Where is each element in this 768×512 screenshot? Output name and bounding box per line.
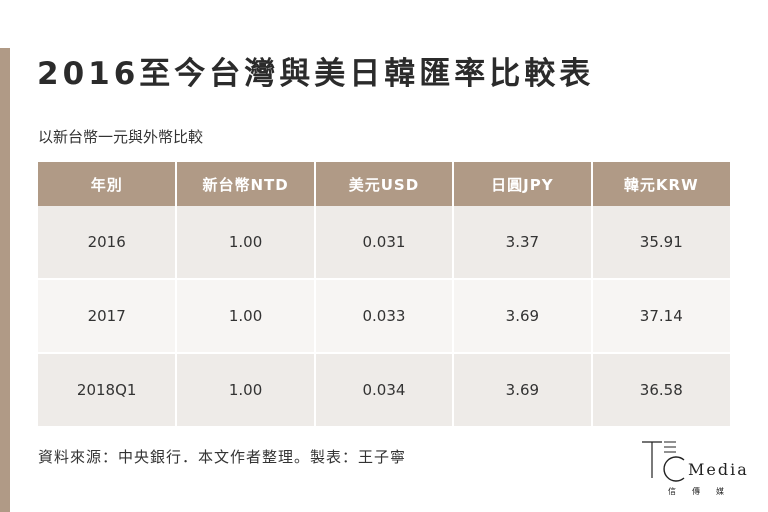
cell-krw: 35.91 [591,206,730,280]
logo-mark-icon [642,441,685,482]
cell-year: 2016 [38,206,178,280]
table-row: 2018Q1 1.00 0.034 3.69 36.58 [38,353,730,428]
table-row: 2017 1.00 0.033 3.69 37.14 [38,279,730,354]
table-header-row: 年別 新台幣NTD 美元USD 日圓JPY 韓元KRW [38,162,730,206]
cell-year: 2017 [38,279,178,354]
cell-year: 2018Q1 [38,353,178,428]
logo-subtitle: 信傳媒 [668,487,740,496]
exchange-rate-table: 年別 新台幣NTD 美元USD 日圓JPY 韓元KRW 2016 1.00 0.… [38,162,730,428]
logo-wordmark: Media [688,460,749,479]
cell-usd: 0.033 [314,279,455,354]
header-jpy: 日圓JPY [453,162,593,206]
cell-ntd: 1.00 [176,353,316,428]
cell-usd: 0.031 [314,206,455,280]
source-note: 資料來源：中央銀行．本文作者整理。製表：王子寧 [38,448,407,466]
cell-jpy: 3.69 [453,279,593,354]
header-krw: 韓元KRW [591,162,730,206]
cell-ntd: 1.00 [176,206,316,280]
cell-usd: 0.034 [314,353,455,428]
header-usd: 美元USD [314,162,455,206]
page-subtitle: 以新台幣一元與外幣比較 [38,128,204,146]
cell-krw: 36.58 [591,353,730,428]
cell-jpy: 3.37 [453,206,593,280]
accent-bar [0,48,10,512]
table-row: 2016 1.00 0.031 3.37 35.91 [38,206,730,280]
page-title: 2016至今台灣與美日韓匯率比較表 [37,56,595,92]
cell-ntd: 1.00 [176,279,316,354]
header-year: 年別 [38,162,178,206]
header-ntd: 新台幣NTD [176,162,316,206]
cmedia-logo: Media 信傳媒 [640,438,752,502]
cell-krw: 37.14 [591,279,730,354]
cell-jpy: 3.69 [453,353,593,428]
